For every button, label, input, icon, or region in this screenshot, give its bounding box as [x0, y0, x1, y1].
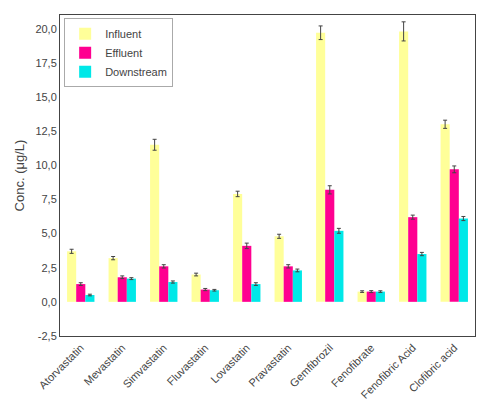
svg-text:Effluent: Effluent	[105, 47, 142, 59]
svg-text:Pravastatin: Pravastatin	[246, 342, 293, 389]
svg-text:20,0: 20,0	[35, 23, 56, 35]
svg-text:Mevastatin: Mevastatin	[81, 342, 127, 388]
svg-text:0,0: 0,0	[42, 296, 57, 308]
svg-text:Conc. (μg/L): Conc. (μg/L)	[12, 140, 27, 212]
svg-text:10,0: 10,0	[35, 159, 56, 171]
svg-text:15,0: 15,0	[35, 91, 56, 103]
svg-text:Lovastatin: Lovastatin	[208, 342, 252, 386]
svg-text:2,5: 2,5	[42, 262, 57, 274]
svg-text:Atorvastatin: Atorvastatin	[36, 342, 86, 392]
svg-text:7,5: 7,5	[42, 193, 57, 205]
svg-text:Fenofibrate: Fenofibrate	[329, 342, 377, 390]
svg-text:17,5: 17,5	[35, 57, 56, 69]
svg-text:Fenofibric Acid: Fenofibric Acid	[359, 342, 419, 402]
svg-text:Influent: Influent	[105, 28, 141, 40]
svg-text:Fluvastatin: Fluvastatin	[164, 342, 210, 388]
svg-text:Simvastatin: Simvastatin	[120, 342, 169, 391]
svg-text:5,0: 5,0	[42, 227, 57, 239]
svg-text:Gemfibrozil: Gemfibrozil	[287, 342, 335, 390]
svg-text:12,5: 12,5	[35, 125, 56, 137]
svg-text:Downstream: Downstream	[105, 66, 167, 78]
svg-text:Clofibric acid: Clofibric acid	[407, 342, 460, 395]
svg-text:-2,5: -2,5	[38, 330, 57, 342]
